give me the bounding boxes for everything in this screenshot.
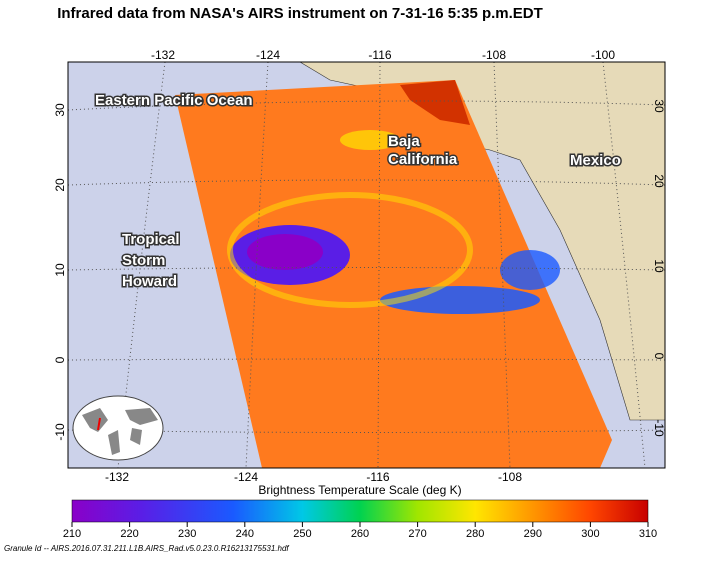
lon-label: -116	[366, 470, 389, 484]
lat-label: 0	[53, 356, 67, 363]
annotation: Mexico	[570, 152, 621, 169]
colorbar-tick-label: 310	[639, 528, 657, 540]
colorbar	[71, 499, 649, 523]
lat-label: 10	[53, 263, 67, 277]
footer: Granule Id -- AIRS.2016.07.31.211.L1B.AI…	[4, 544, 289, 553]
lat-label: 20	[652, 174, 666, 188]
colorbar-tick-label: 260	[351, 528, 369, 540]
colorbar-tick-label: 280	[466, 528, 484, 540]
lon-label: -124	[256, 48, 280, 62]
inset-globe	[72, 395, 164, 461]
storm-core	[247, 234, 323, 270]
lat-label: -10	[652, 419, 666, 437]
colorbar-tick-label: 220	[120, 528, 138, 540]
lon-label: -108	[482, 48, 506, 62]
annotation: Howard	[122, 273, 177, 290]
annotation: Baja	[388, 133, 420, 150]
lon-label: -116	[368, 48, 391, 62]
lon-label: -124	[234, 470, 258, 484]
lon-label: -108	[498, 470, 522, 484]
lat-label: 30	[53, 103, 67, 117]
map	[68, 62, 665, 468]
colorbar-tick-label: 210	[63, 528, 81, 540]
lat-label: 30	[652, 99, 666, 113]
lon-label: -132	[105, 470, 129, 484]
hot-land	[400, 80, 470, 125]
annotation: Storm	[122, 252, 165, 269]
title: Infrared data from NASA's AIRS instrumen…	[57, 5, 543, 22]
annotation: Eastern Pacific Ocean	[95, 92, 253, 109]
colorbar-tick-label: 290	[524, 528, 542, 540]
cloud-edge	[227, 192, 473, 308]
lon-label: -132	[151, 48, 175, 62]
lon-label: -100	[591, 48, 615, 62]
colorbar-label: Brightness Temperature Scale (deg K)	[258, 483, 461, 497]
colorbar-tick-label: 250	[293, 528, 311, 540]
annotation: California	[388, 151, 458, 168]
lat-label: -10	[53, 423, 67, 441]
lat-label: 20	[53, 178, 67, 192]
swath	[175, 80, 612, 468]
colorbar-tick-label: 230	[178, 528, 196, 540]
colorbar-tick-label: 240	[236, 528, 254, 540]
colorbar-tick-label: 300	[581, 528, 599, 540]
lat-label: 0	[652, 353, 666, 360]
cloud	[340, 130, 400, 150]
map-frame	[67, 61, 666, 469]
lat-label: 10	[652, 259, 666, 273]
colorbar-tick-label: 270	[408, 528, 426, 540]
annotation: Tropical	[122, 231, 180, 248]
cloud	[500, 250, 560, 290]
